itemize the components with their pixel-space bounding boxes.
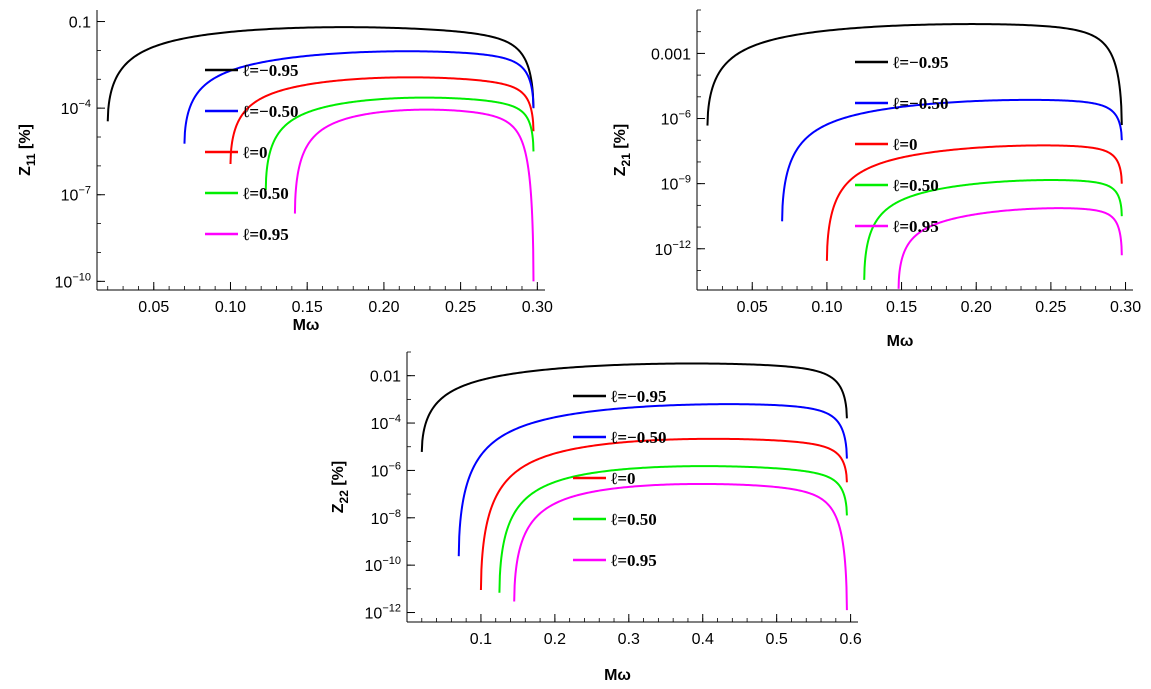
- x-tick-label: 0.20: [368, 299, 399, 316]
- series-line: [513, 482, 848, 611]
- y-tick-label: 10−6: [371, 460, 401, 480]
- x-tick-label: 0.15: [886, 299, 917, 316]
- legend-label: ℓ=0.50: [611, 510, 657, 529]
- legend-label: ℓ=0: [893, 135, 918, 154]
- x-tick-label: 0.3: [618, 631, 640, 648]
- y-tick-label: 0.01: [370, 369, 401, 386]
- y-axis-title: Z11 [%]: [17, 124, 38, 176]
- series-line: [498, 465, 848, 593]
- series-line: [106, 26, 535, 122]
- x-axis-title: Mω: [293, 317, 320, 334]
- legend-label: ℓ=−0.95: [243, 61, 299, 80]
- legend-label: ℓ=0.95: [893, 217, 939, 236]
- y-tick-label: 10−4: [61, 98, 91, 118]
- legend-label: ℓ=−0.95: [893, 53, 949, 72]
- legend-label: ℓ=0.95: [243, 225, 289, 244]
- legend-label: ℓ=0: [243, 143, 268, 162]
- y-tick-label: 10−10: [365, 555, 401, 575]
- x-tick-label: 0.10: [215, 299, 246, 316]
- y-tick-label: 10−8: [371, 508, 401, 528]
- legend-label: ℓ=−0.50: [243, 102, 299, 121]
- legend-label: ℓ=−0.50: [611, 428, 667, 447]
- x-tick-label: 0.25: [445, 299, 476, 316]
- y-tick-label: 0.1: [69, 15, 91, 32]
- y-tick-label: 10−10: [55, 271, 91, 291]
- y-tick-label: 10−6: [661, 109, 691, 129]
- x-tick-label: 0.25: [1035, 299, 1066, 316]
- y-tick-label: 10−7: [61, 185, 91, 205]
- x-tick-label: 0.30: [1110, 299, 1141, 316]
- legend-label: ℓ=0.50: [243, 184, 289, 203]
- series-line: [897, 207, 1123, 289]
- x-tick-label: 0.4: [692, 631, 714, 648]
- y-axis-title: Z21 [%]: [612, 124, 633, 176]
- series-line: [457, 403, 848, 557]
- y-axis-title: Z22 [%]: [330, 461, 351, 513]
- x-tick-label: 0.05: [138, 299, 169, 316]
- series-line: [420, 362, 848, 452]
- legend-label: ℓ=0.95: [611, 551, 657, 570]
- series-line: [229, 76, 535, 165]
- x-tick-label: 0.5: [766, 631, 788, 648]
- series-line: [825, 144, 1123, 261]
- legend-label: ℓ=0: [611, 469, 636, 488]
- plot-z22: 0.01 10−4 10−6 10−8 10−10 10−12 0.1 0.2 0.3 0.4 0.…: [330, 351, 862, 684]
- series-line: [781, 98, 1123, 222]
- series-line: [293, 108, 535, 282]
- x-axis-title: Mω: [887, 333, 914, 350]
- series-line: [479, 437, 848, 591]
- legend-label: ℓ=−0.50: [893, 94, 949, 113]
- x-tick-label: 0.30: [522, 299, 553, 316]
- y-tick-label: 10−12: [365, 603, 401, 623]
- legend-label: ℓ=−0.95: [611, 387, 667, 406]
- x-tick-label: 0.15: [292, 299, 323, 316]
- series-line: [706, 23, 1123, 126]
- y-tick-label: 10−9: [661, 174, 691, 194]
- series-line: [183, 50, 535, 144]
- series-line: [264, 96, 535, 190]
- x-axis-title: Mω: [604, 667, 631, 684]
- x-tick-label: 0.2: [544, 631, 566, 648]
- plot-z11: 0.1 10−4 10−7 10−10 0.05 0.10 0.15 0.20 0.25 0.30…: [17, 10, 553, 334]
- legend-label: ℓ=0.50: [893, 176, 939, 195]
- y-tick-label: 10−4: [371, 413, 401, 433]
- y-tick-label: 10−12: [655, 239, 691, 259]
- x-tick-label: 0.05: [737, 299, 768, 316]
- plot-z21: 0.001 10−6 10−9 10−12 0.05 0.10 0.15 0.20 0.25 0.…: [612, 9, 1141, 350]
- x-tick-label: 0.20: [961, 299, 992, 316]
- x-tick-label: 0.6: [839, 631, 861, 648]
- series-line: [863, 179, 1123, 280]
- x-tick-label: 0.10: [811, 299, 842, 316]
- y-tick-label: 0.001: [651, 46, 691, 63]
- x-tick-label: 0.1: [470, 631, 492, 648]
